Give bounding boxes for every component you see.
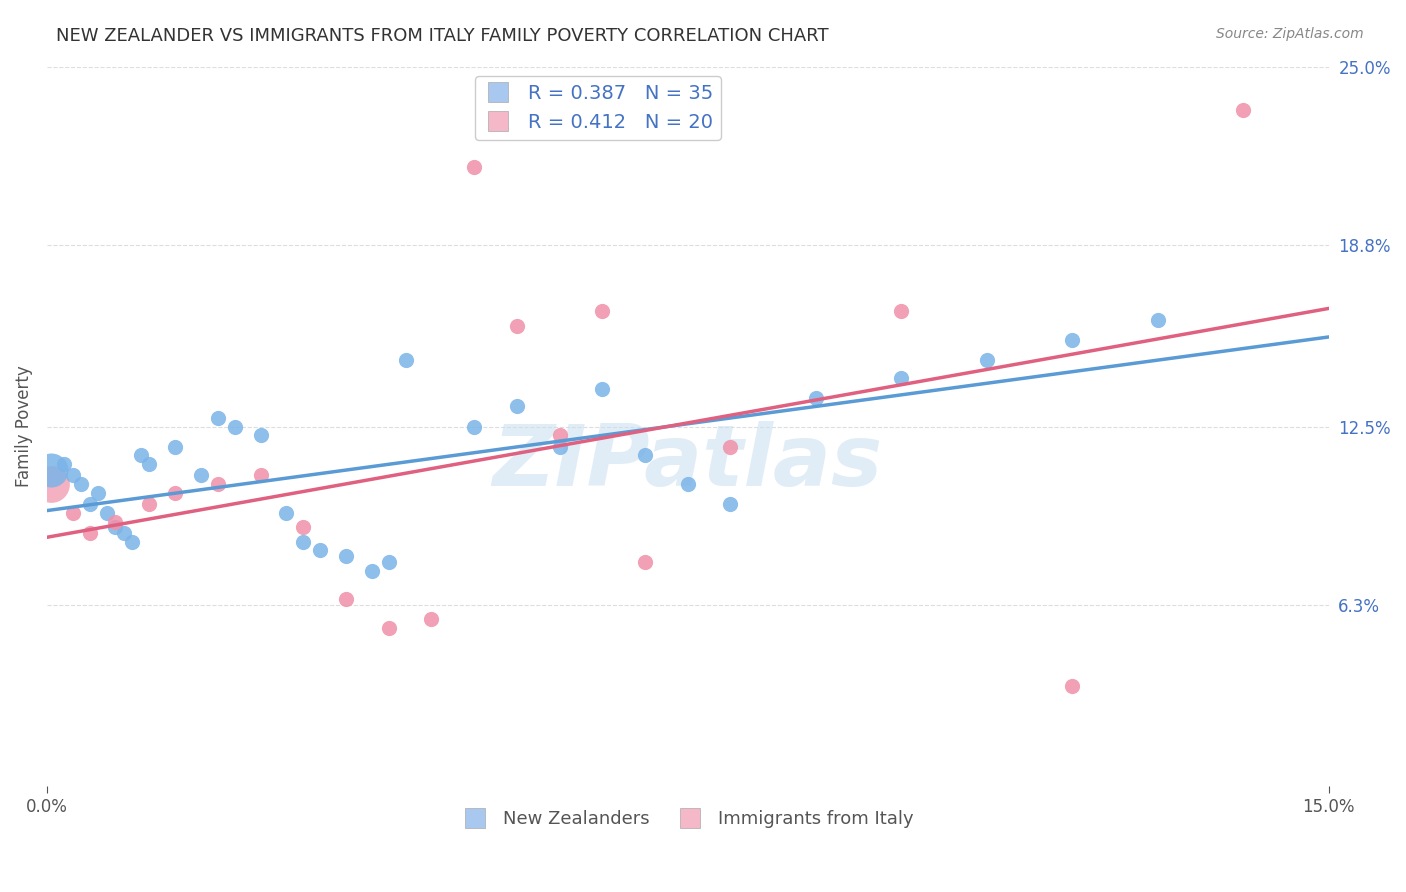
Point: [335, 592, 357, 607]
Point: [360, 564, 382, 578]
Point: [548, 440, 571, 454]
Point: [377, 555, 399, 569]
Point: [890, 370, 912, 384]
Y-axis label: Family Poverty: Family Poverty: [15, 366, 32, 487]
Point: [224, 419, 246, 434]
Point: [62, 468, 84, 483]
Point: [720, 497, 742, 511]
Point: [309, 543, 332, 558]
Point: [207, 477, 229, 491]
Point: [720, 440, 742, 454]
Point: [1062, 333, 1084, 347]
Point: [890, 304, 912, 318]
Legend: New Zealanders, Immigrants from Italy: New Zealanders, Immigrants from Italy: [454, 803, 921, 835]
Text: NEW ZEALANDER VS IMMIGRANTS FROM ITALY FAMILY POVERTY CORRELATION CHART: NEW ZEALANDER VS IMMIGRANTS FROM ITALY F…: [56, 27, 830, 45]
Point: [129, 448, 152, 462]
Point: [506, 318, 529, 333]
Point: [165, 485, 187, 500]
Point: [676, 477, 699, 491]
Point: [96, 506, 118, 520]
Point: [207, 410, 229, 425]
Point: [292, 534, 315, 549]
Point: [804, 391, 827, 405]
Point: [104, 515, 127, 529]
Point: [463, 161, 485, 175]
Point: [506, 400, 529, 414]
Point: [104, 520, 127, 534]
Point: [62, 506, 84, 520]
Point: [463, 419, 485, 434]
Point: [249, 428, 271, 442]
Point: [112, 526, 135, 541]
Point: [1062, 679, 1084, 693]
Point: [249, 468, 271, 483]
Point: [634, 448, 657, 462]
Point: [70, 477, 93, 491]
Point: [1146, 313, 1168, 327]
Point: [87, 485, 110, 500]
Point: [591, 304, 613, 318]
Point: [39, 477, 62, 491]
Point: [121, 534, 143, 549]
Point: [591, 382, 613, 396]
Text: Source: ZipAtlas.com: Source: ZipAtlas.com: [1216, 27, 1364, 41]
Point: [39, 463, 62, 477]
Point: [335, 549, 357, 563]
Point: [634, 555, 657, 569]
Point: [377, 621, 399, 635]
Text: ZIPatlas: ZIPatlas: [492, 421, 883, 504]
Point: [1232, 103, 1254, 117]
Point: [79, 526, 101, 541]
Point: [138, 457, 160, 471]
Point: [548, 428, 571, 442]
Point: [138, 497, 160, 511]
Point: [79, 497, 101, 511]
Point: [190, 468, 212, 483]
Point: [165, 440, 187, 454]
Point: [976, 353, 998, 368]
Point: [276, 506, 298, 520]
Point: [395, 353, 418, 368]
Point: [53, 457, 76, 471]
Point: [420, 612, 443, 626]
Point: [292, 520, 315, 534]
